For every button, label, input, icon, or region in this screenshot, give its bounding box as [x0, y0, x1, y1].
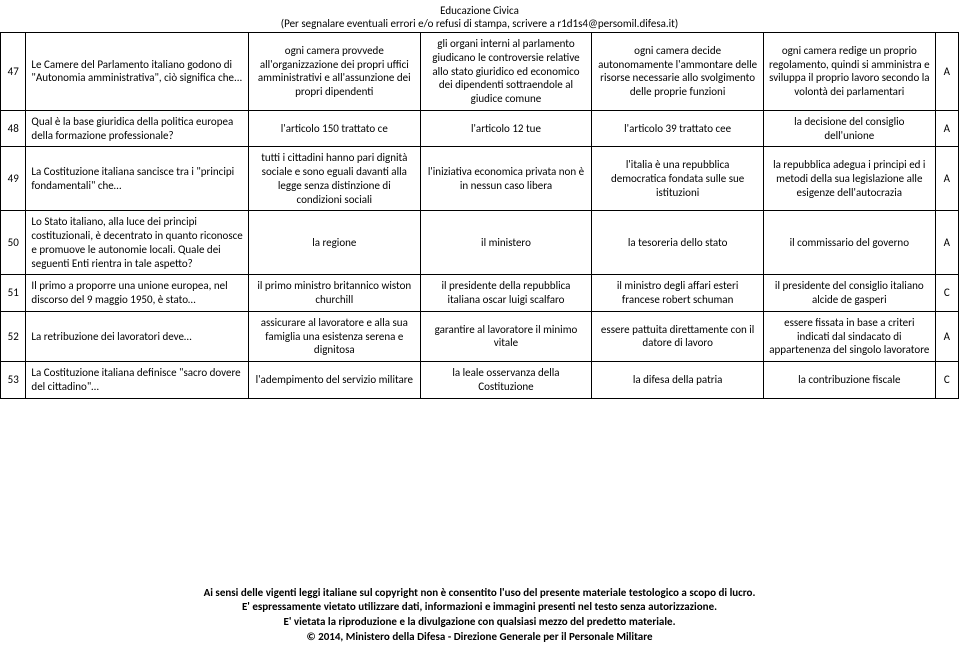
question-text: Il primo a proporre una unione europea, … [26, 275, 249, 312]
table-row: 49La Costituzione italiana sancisce tra … [1, 147, 959, 211]
option-a: assicurare al lavoratore e alla sua fami… [248, 311, 420, 361]
header-title: Educazione Civica [0, 4, 959, 17]
row-number: 53 [1, 362, 26, 399]
option-d: il commissario del governo [763, 211, 935, 275]
option-d: essere fissata in base a criteri indicat… [763, 311, 935, 361]
option-b: l'iniziativa economica privata non è in … [420, 147, 592, 211]
answer-letter: A [935, 33, 958, 111]
option-b: gli organi interni al parlamento giudica… [420, 33, 592, 111]
option-a: l'adempimento del servizio militare [248, 362, 420, 399]
row-number: 52 [1, 311, 26, 361]
table-row: 47Le Camere del Parlamento italiano godo… [1, 33, 959, 111]
option-a: il primo ministro britannico wiston chur… [248, 275, 420, 312]
footer-line: Ai sensi delle vigenti leggi italiane su… [0, 586, 959, 601]
row-number: 49 [1, 147, 26, 211]
option-d: ogni camera redige un proprio regolament… [763, 33, 935, 111]
option-c: essere pattuita direttamente con il dato… [592, 311, 764, 361]
table-row: 51Il primo a proporre una unione europea… [1, 275, 959, 312]
option-d: la repubblica adegua i principi ed i met… [763, 147, 935, 211]
footer-line: © 2014, Ministero della Difesa - Direzio… [0, 630, 959, 645]
option-c: la difesa della patria [592, 362, 764, 399]
option-b: l'articolo 12 tue [420, 110, 592, 147]
option-b: la leale osservanza della Costituzione [420, 362, 592, 399]
copyright-footer: Ai sensi delle vigenti leggi italiane su… [0, 586, 959, 645]
answer-letter: C [935, 362, 958, 399]
option-c: l'articolo 39 trattato cee [592, 110, 764, 147]
option-b: il ministero [420, 211, 592, 275]
option-a: l'articolo 150 trattato ce [248, 110, 420, 147]
question-text: Le Camere del Parlamento italiano godono… [26, 33, 249, 111]
question-text: Qual è la base giuridica della politica … [26, 110, 249, 147]
table-row: 52La retribuzione dei lavoratori deve…as… [1, 311, 959, 361]
answer-letter: A [935, 147, 958, 211]
option-d: la contribuzione fiscale [763, 362, 935, 399]
answer-letter: A [935, 110, 958, 147]
option-a: ogni camera provvede all'organizzazione … [248, 33, 420, 111]
option-a: la regione [248, 211, 420, 275]
option-c: la tesoreria dello stato [592, 211, 764, 275]
table-row: 48Qual è la base giuridica della politic… [1, 110, 959, 147]
option-b: il presidente della repubblica italiana … [420, 275, 592, 312]
footer-line: E' vietata la riproduzione e la divulgaz… [0, 615, 959, 630]
row-number: 48 [1, 110, 26, 147]
option-c: l'italia è una repubblica democratica fo… [592, 147, 764, 211]
answer-letter: C [935, 275, 958, 312]
question-text: La Costituzione italiana sancisce tra i … [26, 147, 249, 211]
question-text: La Costituzione italiana definisce "sacr… [26, 362, 249, 399]
question-text: Lo Stato italiano, alla luce dei princip… [26, 211, 249, 275]
answer-letter: A [935, 311, 958, 361]
option-a: tutti i cittadini hanno pari dignità soc… [248, 147, 420, 211]
quiz-table: 47Le Camere del Parlamento italiano godo… [0, 32, 959, 399]
table-row: 50Lo Stato italiano, alla luce dei princ… [1, 211, 959, 275]
option-c: ogni camera decide autonomamente l'ammon… [592, 33, 764, 111]
footer-line: E' espressamente vietato utilizzare dati… [0, 600, 959, 615]
row-number: 50 [1, 211, 26, 275]
row-number: 51 [1, 275, 26, 312]
question-text: La retribuzione dei lavoratori deve… [26, 311, 249, 361]
header-subtitle: (Per segnalare eventuali errori e/o refu… [0, 17, 959, 30]
option-b: garantire al lavoratore il minimo vitale [420, 311, 592, 361]
option-d: il presidente del consiglio italiano alc… [763, 275, 935, 312]
answer-letter: A [935, 211, 958, 275]
page-header: Educazione Civica (Per segnalare eventua… [0, 0, 959, 32]
row-number: 47 [1, 33, 26, 111]
option-d: la decisione del consiglio dell'unione [763, 110, 935, 147]
table-row: 53La Costituzione italiana definisce "sa… [1, 362, 959, 399]
option-c: il ministro degli affari esteri francese… [592, 275, 764, 312]
